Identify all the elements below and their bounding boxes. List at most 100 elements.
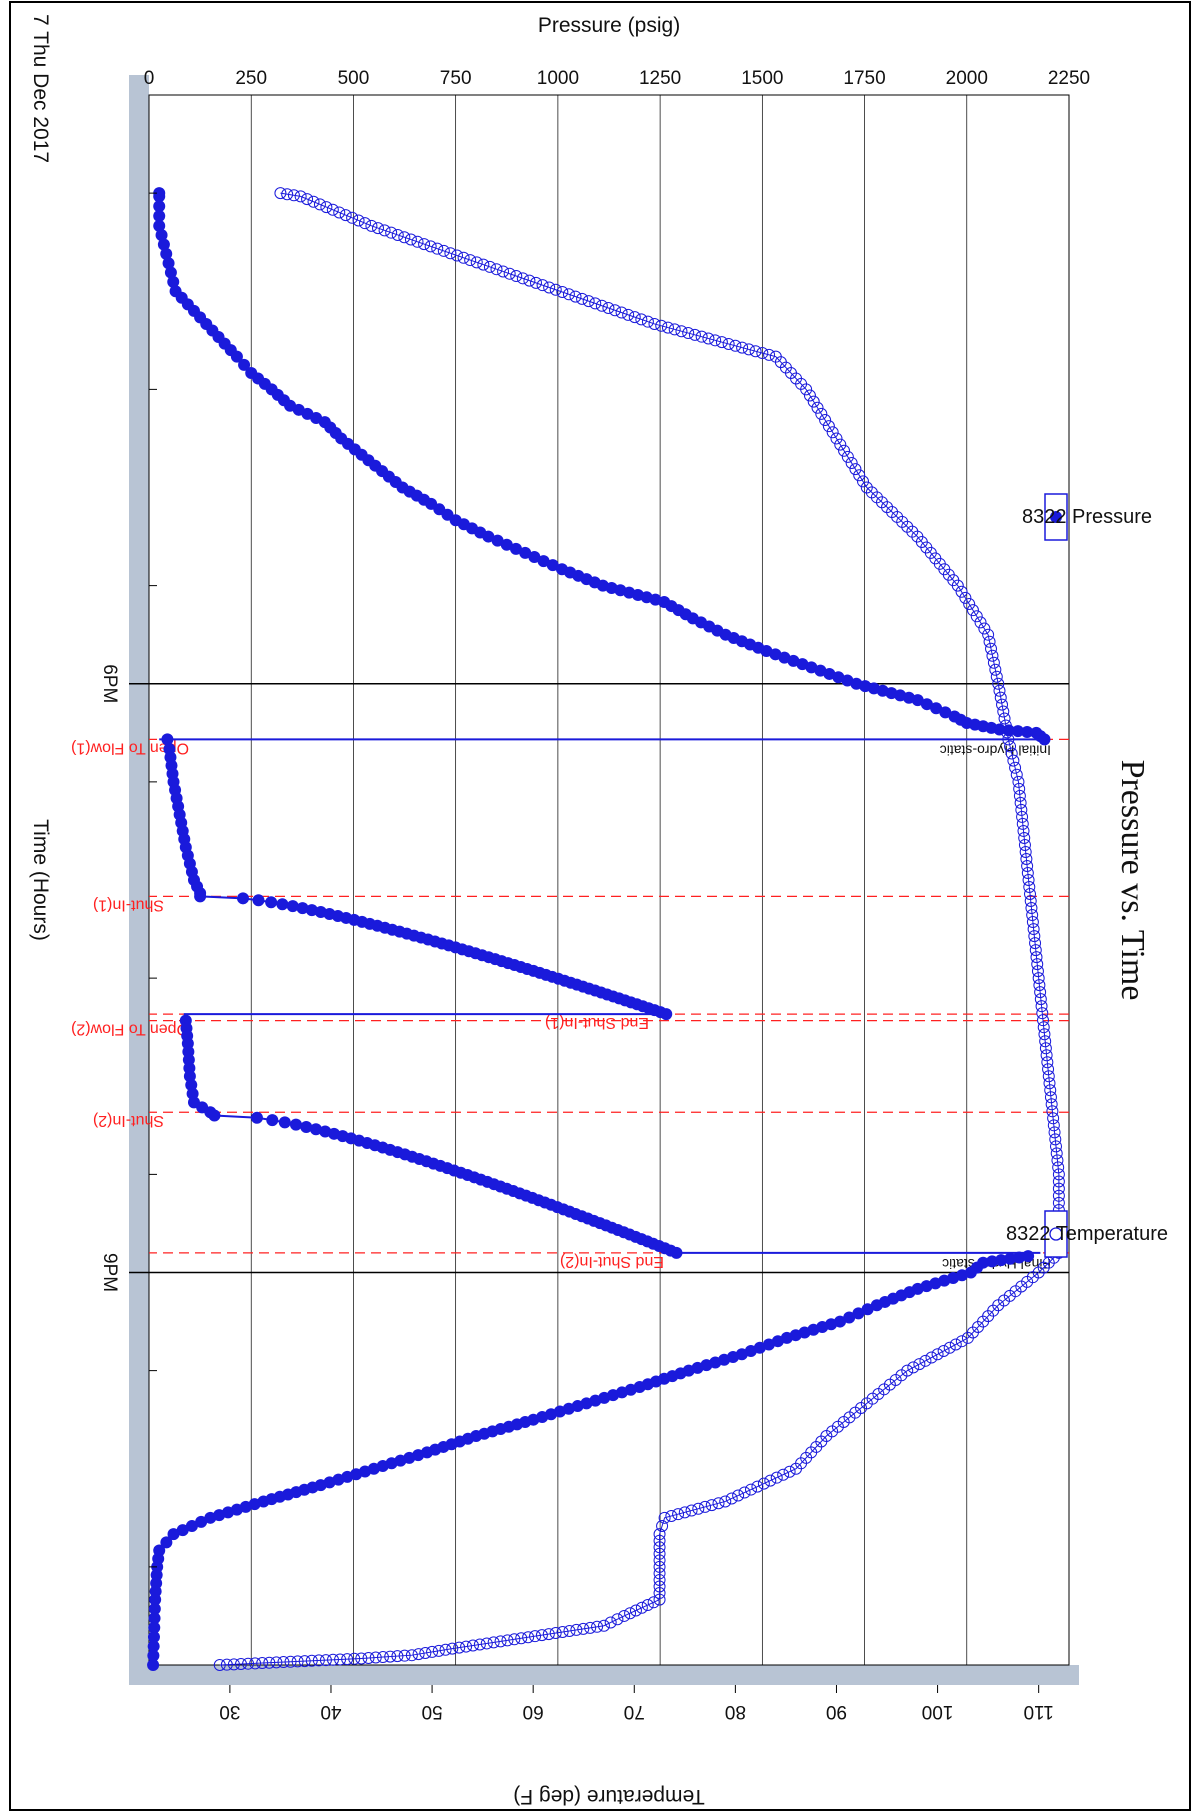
temperature-point: [648, 317, 661, 330]
legend-temperature-marker: [1049, 1227, 1063, 1241]
temperature-point: [983, 635, 996, 648]
pressure-point: [237, 892, 250, 905]
event-label: Open To Flow(2): [71, 1021, 189, 1038]
temperature-point: [830, 432, 843, 445]
temperature-point: [508, 1633, 521, 1646]
temperature-point: [358, 217, 371, 230]
temperature-point: [529, 276, 542, 289]
pressure-point: [1013, 1251, 1026, 1264]
pressure-point: [852, 1307, 865, 1320]
temperature-point: [751, 1480, 764, 1493]
temperature-point: [213, 1659, 226, 1671]
temperature-point: [1015, 803, 1028, 816]
temperature-point: [235, 1658, 247, 1671]
temperature-tick-label: 80: [725, 1701, 746, 1722]
temperature-point: [562, 288, 575, 301]
legend-pressure-marker: [1050, 511, 1062, 523]
temperature-point: [1031, 958, 1044, 971]
temperature-point: [985, 642, 998, 655]
temperature-point: [705, 1499, 718, 1512]
temperature-point: [242, 1657, 255, 1670]
temperature-point: [1009, 761, 1022, 774]
temperature-point: [790, 1462, 803, 1475]
temperature-point: [466, 1639, 479, 1652]
temperature-point: [675, 325, 688, 338]
temperature-point: [990, 670, 1003, 683]
temperature-point: [256, 1657, 269, 1670]
pressure-point: [147, 1630, 160, 1643]
temperature-point: [398, 1649, 411, 1662]
temperature-point: [516, 272, 529, 285]
pressure-point: [814, 664, 827, 677]
temperature-point: [437, 244, 450, 257]
temperature-point: [1012, 775, 1025, 788]
pressure-point: [195, 1515, 208, 1528]
pressure-point: [1004, 1252, 1017, 1265]
temperature-point: [819, 414, 832, 427]
temperature-point: [653, 1567, 666, 1580]
pressure-point: [920, 698, 933, 711]
temperature-point: [1005, 747, 1018, 760]
temperature-point: [549, 1627, 562, 1640]
pressure-point: [762, 1338, 775, 1351]
pressure-point: [148, 1621, 161, 1634]
pressure-point: [286, 900, 299, 913]
temperature-point: [1018, 838, 1031, 851]
temperature-series-line: [219, 192, 1060, 1666]
pressure-point: [787, 654, 800, 667]
temperature-point: [986, 649, 999, 662]
legend: 8322 Pressure 8322 Temperature: [1006, 493, 1168, 1258]
temperature-point: [629, 1604, 642, 1617]
temperature-point: [391, 228, 404, 241]
temperature-point: [1049, 1133, 1062, 1146]
temperature-point: [849, 463, 862, 476]
temperature-point: [1042, 1063, 1055, 1076]
temperature-point: [655, 319, 668, 332]
temperature-point: [405, 1649, 418, 1662]
temperature-point: [994, 691, 1007, 704]
temperature-point: [418, 238, 431, 251]
temperature-point: [744, 1483, 757, 1496]
temperature-point: [699, 1500, 712, 1513]
temperature-point: [738, 1486, 751, 1499]
temperature-point: [570, 1623, 583, 1636]
temperature-point: [1052, 1168, 1065, 1181]
temperature-point: [943, 1341, 956, 1354]
temperature-point: [853, 469, 866, 482]
temperature-point: [702, 332, 715, 345]
pressure-point: [995, 1254, 1008, 1267]
temperature-point: [653, 1560, 666, 1573]
temperature-point: [1032, 972, 1045, 985]
time-tick-label: 9PM: [99, 1253, 120, 1292]
pressure-tick-label: 1500: [741, 68, 783, 89]
temperature-point: [764, 1474, 777, 1487]
pressure-point: [843, 1311, 856, 1324]
temperature-point: [352, 214, 365, 227]
temperature-point: [1035, 1000, 1048, 1013]
pressure-point: [265, 896, 278, 909]
pressure-point: [930, 702, 943, 715]
series: [147, 187, 1065, 1671]
temperature-point: [249, 1657, 262, 1670]
event-label: End Shut-In(1): [545, 1014, 649, 1031]
temperature-point: [487, 1636, 500, 1649]
temperature-point: [1037, 1014, 1050, 1027]
pressure-point: [148, 1612, 161, 1625]
temperature-point: [326, 203, 339, 216]
temperature-point: [615, 306, 628, 319]
temperature-point: [1023, 881, 1036, 894]
pressure-point: [160, 247, 173, 260]
temperature-point: [510, 270, 523, 283]
temperature-point: [647, 1596, 660, 1609]
temperature-point: [665, 1509, 678, 1522]
chart-title: Pressure vs. Time: [1114, 760, 1151, 1001]
temperature-point: [695, 330, 708, 343]
temperature-point: [497, 265, 510, 278]
temperature-point: [618, 1609, 631, 1622]
temperature-point: [963, 598, 976, 611]
temperature-point: [653, 1534, 666, 1547]
pressure-point: [753, 1341, 766, 1354]
pressure-point: [778, 651, 791, 664]
temperature-point: [1025, 902, 1038, 915]
